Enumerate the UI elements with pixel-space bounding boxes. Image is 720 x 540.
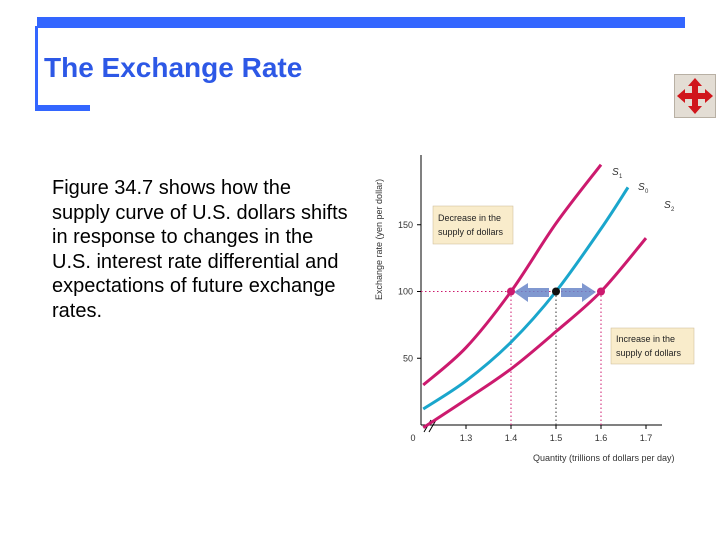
shift-arrow-left	[514, 283, 549, 302]
svg-text:Increase in the: Increase in the	[616, 334, 675, 344]
move-button[interactable]	[674, 74, 716, 118]
slide-body-text: Figure 34.7 shows how the supply curve o…	[52, 177, 348, 322]
supply-curve-s2	[422, 237, 648, 429]
svg-text:S: S	[638, 182, 645, 193]
annotation-decrease-supply: Decrease in the supply of dollars	[432, 205, 514, 245]
svg-text:1: 1	[619, 174, 623, 180]
svg-text:supply of dollars: supply of dollars	[438, 227, 504, 237]
y-tick-label: 50	[403, 353, 413, 363]
x-tick-label: 1.4	[505, 433, 518, 443]
x-tick-label: 1.7	[640, 433, 653, 443]
supply-curve-s1	[422, 163, 603, 387]
annotation-increase-supply: Increase in the supply of dollars	[610, 327, 695, 365]
four-way-arrow-icon	[677, 78, 713, 114]
svg-text:supply of dollars: supply of dollars	[616, 348, 682, 358]
supply-curve-s0	[422, 186, 630, 411]
title-underline-bar	[35, 105, 90, 111]
axis-break-mark	[428, 419, 437, 433]
point-s1	[507, 287, 515, 296]
point-s2	[597, 287, 605, 296]
shift-arrow-right	[561, 283, 596, 302]
x-tick-label: 1.5	[550, 433, 563, 443]
series-label-s1: S S1 1	[612, 167, 623, 180]
svg-text:S: S	[612, 167, 619, 178]
y-axis-label: Exchange rate (yen per dollar)	[374, 179, 384, 300]
y-tick-label: 150	[398, 220, 413, 230]
top-accent-bar	[37, 17, 685, 28]
x-axis-label: Quantity (trillions of dollars per day)	[533, 453, 675, 463]
x-tick-label: 1.3	[460, 433, 473, 443]
x-tick-label: 0	[410, 433, 415, 443]
series-label-s2: S 2	[664, 200, 675, 213]
slide-title: The Exchange Rate	[44, 52, 303, 83]
svg-text:2: 2	[671, 207, 675, 213]
series-label-s0: S 0	[638, 182, 649, 195]
svg-text:S: S	[664, 200, 671, 211]
left-accent-bar	[35, 26, 38, 108]
svg-text:Decrease in the: Decrease in the	[438, 213, 501, 223]
y-tick-label: 100	[398, 287, 413, 297]
svg-text:0: 0	[645, 189, 649, 195]
x-tick-label: 1.6	[595, 433, 608, 443]
point-s0	[552, 287, 560, 296]
